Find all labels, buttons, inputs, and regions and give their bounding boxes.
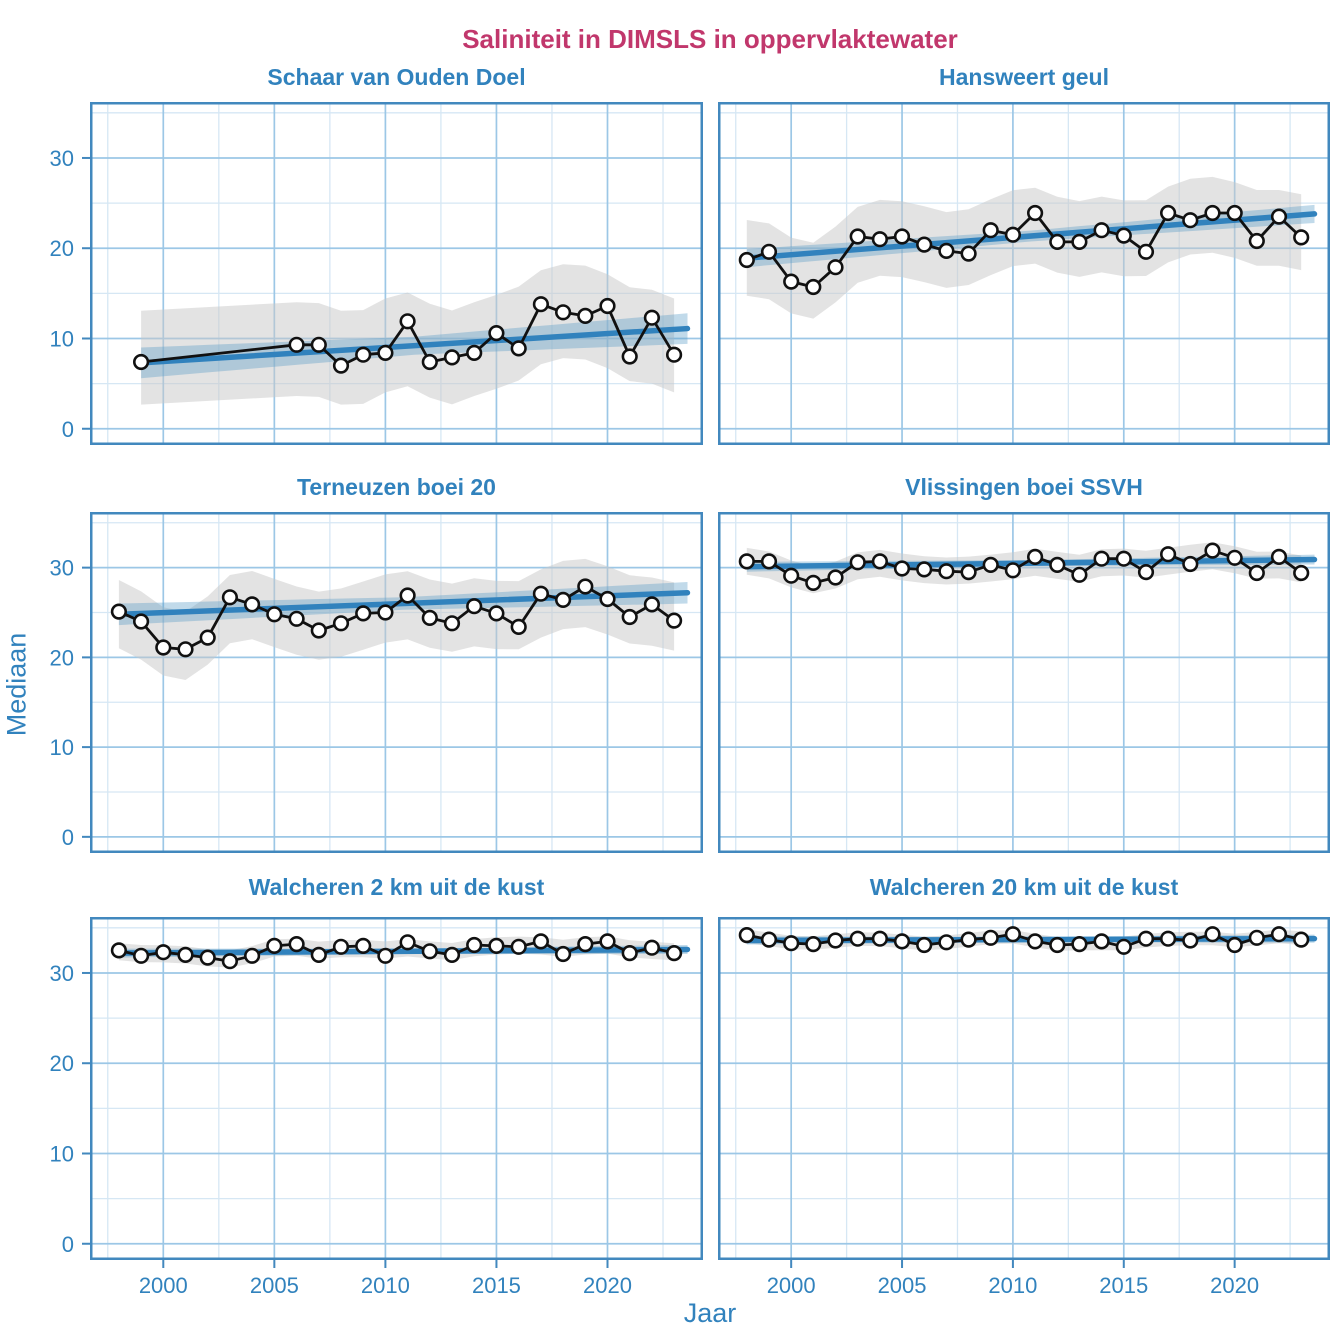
x-tick-label: 2005 bbox=[250, 1273, 299, 1298]
y-tick-label: 0 bbox=[62, 825, 74, 850]
x-tick-label: 2010 bbox=[361, 1273, 410, 1298]
x-tick-label: 2000 bbox=[767, 1273, 816, 1298]
panel-1: 0 10 20 30 bbox=[50, 102, 703, 445]
panel-chart-4 bbox=[718, 512, 1330, 853]
x-tick-label: 2015 bbox=[472, 1273, 521, 1298]
x-tick-label: 2010 bbox=[988, 1273, 1037, 1298]
y-tick-label: 30 bbox=[50, 146, 74, 171]
panel-title-4: Vlissingen boei SSVH bbox=[905, 474, 1143, 500]
y-tick-label: 0 bbox=[62, 417, 74, 442]
y-tick-label: 0 bbox=[62, 1232, 74, 1257]
panel-title-1: Schaar van Ouden Doel bbox=[267, 64, 526, 90]
y-tick-label: 30 bbox=[50, 961, 74, 986]
panel-title-5: Walcheren 2 km uit de kust bbox=[248, 874, 545, 900]
y-tick-label: 30 bbox=[50, 556, 74, 581]
x-tick-label: 2015 bbox=[1099, 1273, 1148, 1298]
y-tick-label: 10 bbox=[50, 735, 74, 760]
y-axis-label: Mediaan bbox=[1, 632, 32, 737]
y-tick-label: 20 bbox=[50, 236, 74, 261]
x-tick-label: 2020 bbox=[1210, 1273, 1259, 1298]
panel-2 bbox=[718, 102, 1330, 445]
panel-title-6: Walcheren 20 km uit de kust bbox=[869, 874, 1179, 900]
panel-3: 0 10 20 30 bbox=[50, 512, 703, 853]
x-tick-label: 2020 bbox=[583, 1273, 632, 1298]
y-tick-label: 20 bbox=[50, 1051, 74, 1076]
panel-chart-5: 0 10 20 30 2000 2005 2010 2015 2020 bbox=[50, 917, 703, 1298]
y-tick-label: 10 bbox=[50, 1141, 74, 1166]
panel-title-2: Hansweert geul bbox=[939, 64, 1109, 90]
panel-chart-1: 0 10 20 30 bbox=[50, 102, 703, 445]
panel-chart-6: 2000 2005 2010 2015 2020 bbox=[718, 917, 1330, 1298]
x-tick-label: 2000 bbox=[139, 1273, 188, 1298]
panel-4 bbox=[718, 512, 1330, 853]
figure-title: Saliniteit in DIMSLS in oppervlaktewater bbox=[462, 24, 958, 54]
panel-chart-2 bbox=[718, 102, 1330, 445]
x-tick-label: 2005 bbox=[878, 1273, 927, 1298]
y-tick-label: 20 bbox=[50, 645, 74, 670]
y-tick-label: 10 bbox=[50, 326, 74, 351]
panel-chart-3: 0 10 20 30 bbox=[50, 512, 703, 853]
x-axis-label: Jaar bbox=[683, 1298, 737, 1328]
panel-title-3: Terneuzen boei 20 bbox=[297, 474, 496, 500]
panel-6: 2000 2005 2010 2015 2020 bbox=[718, 917, 1330, 1298]
panel-5: 0 10 20 30 2000 2005 2010 2015 2020 bbox=[50, 917, 703, 1298]
